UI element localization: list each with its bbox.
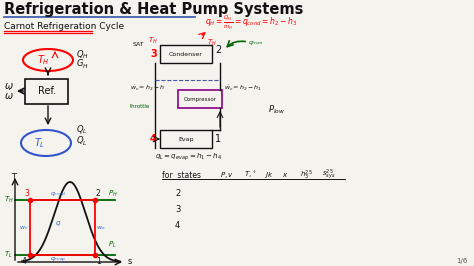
Text: s: s — [128, 256, 132, 265]
Text: $\omega$: $\omega$ — [4, 81, 14, 91]
Text: $T_L$: $T_L$ — [4, 250, 13, 260]
Text: $q_{evap}$: $q_{evap}$ — [50, 255, 66, 265]
Text: $P_L$: $P_L$ — [108, 240, 117, 250]
Text: $T_H$: $T_H$ — [36, 53, 49, 67]
Text: $\dot{G}_H$: $\dot{G}_H$ — [76, 55, 89, 71]
Text: $s^{25}_{sys}$: $s^{25}_{sys}$ — [322, 168, 336, 182]
Text: $w_c$: $w_c$ — [19, 224, 28, 232]
Text: 3: 3 — [24, 189, 29, 198]
Text: 2: 2 — [215, 45, 221, 55]
Text: Ref.: Ref. — [38, 86, 56, 96]
Text: $h^{25}_3$: $h^{25}_3$ — [300, 168, 313, 182]
Text: $T_L$: $T_L$ — [34, 136, 46, 150]
Text: $\dot{w}_c=h_2-h$: $\dot{w}_c=h_2-h$ — [130, 83, 165, 93]
Text: $T_H$: $T_H$ — [148, 36, 158, 46]
Text: $P,v$: $P,v$ — [220, 170, 234, 180]
Text: 3: 3 — [150, 49, 157, 59]
Text: $T_H$: $T_H$ — [207, 38, 217, 48]
Text: 4: 4 — [22, 257, 27, 266]
Text: Condenser: Condenser — [169, 52, 203, 56]
Text: $Jk$: $Jk$ — [264, 170, 273, 180]
Text: $q_L = q_{evap} = h_1 - h_4$: $q_L = q_{evap} = h_1 - h_4$ — [155, 151, 222, 163]
Text: SAT: SAT — [133, 41, 145, 47]
Text: $P_H$: $P_H$ — [108, 189, 118, 199]
Text: $\dot{\omega}$: $\dot{\omega}$ — [4, 88, 14, 102]
Text: for  states: for states — [162, 171, 201, 180]
Text: 1: 1 — [215, 134, 221, 144]
Text: $q$: $q$ — [55, 219, 61, 228]
Text: 3: 3 — [175, 206, 181, 214]
Text: $\dot{w}_c=h_2-h_1$: $\dot{w}_c=h_2-h_1$ — [224, 83, 262, 93]
Text: Carnot Refrigeration Cycle: Carnot Refrigeration Cycle — [4, 22, 124, 31]
Text: 4: 4 — [175, 221, 180, 230]
Text: $x$: $x$ — [282, 171, 288, 179]
Text: 2: 2 — [175, 189, 180, 197]
Text: Evap: Evap — [178, 136, 194, 142]
Text: 2: 2 — [96, 189, 101, 198]
Text: Refrigeration & Heat Pump Systems: Refrigeration & Heat Pump Systems — [4, 2, 303, 17]
Text: $T,^\circ$: $T,^\circ$ — [244, 170, 257, 180]
Text: Compressor: Compressor — [183, 97, 217, 102]
Text: throttle: throttle — [130, 103, 150, 109]
Text: 1/6: 1/6 — [456, 258, 468, 264]
Text: 4: 4 — [150, 134, 157, 144]
Text: 1: 1 — [96, 257, 101, 266]
Text: $w_e$: $w_e$ — [96, 224, 106, 232]
Text: $T_H$: $T_H$ — [4, 195, 14, 205]
Text: $P_{low}$: $P_{low}$ — [268, 104, 285, 116]
Text: $\dot{Q}_L$: $\dot{Q}_L$ — [76, 132, 88, 148]
Text: $q_H = \frac{\dot{Q}_H}{\dot{m}_H} = q_{cond} = h_2-h_3$: $q_H = \frac{\dot{Q}_H}{\dot{m}_H} = q_{… — [205, 12, 297, 32]
Text: $q_{from}$: $q_{from}$ — [248, 39, 264, 47]
Text: $Q_H$: $Q_H$ — [76, 49, 89, 61]
Text: T: T — [11, 173, 16, 182]
Text: $q_{cond}$: $q_{cond}$ — [50, 190, 66, 198]
Text: $Q_L$: $Q_L$ — [76, 124, 88, 136]
